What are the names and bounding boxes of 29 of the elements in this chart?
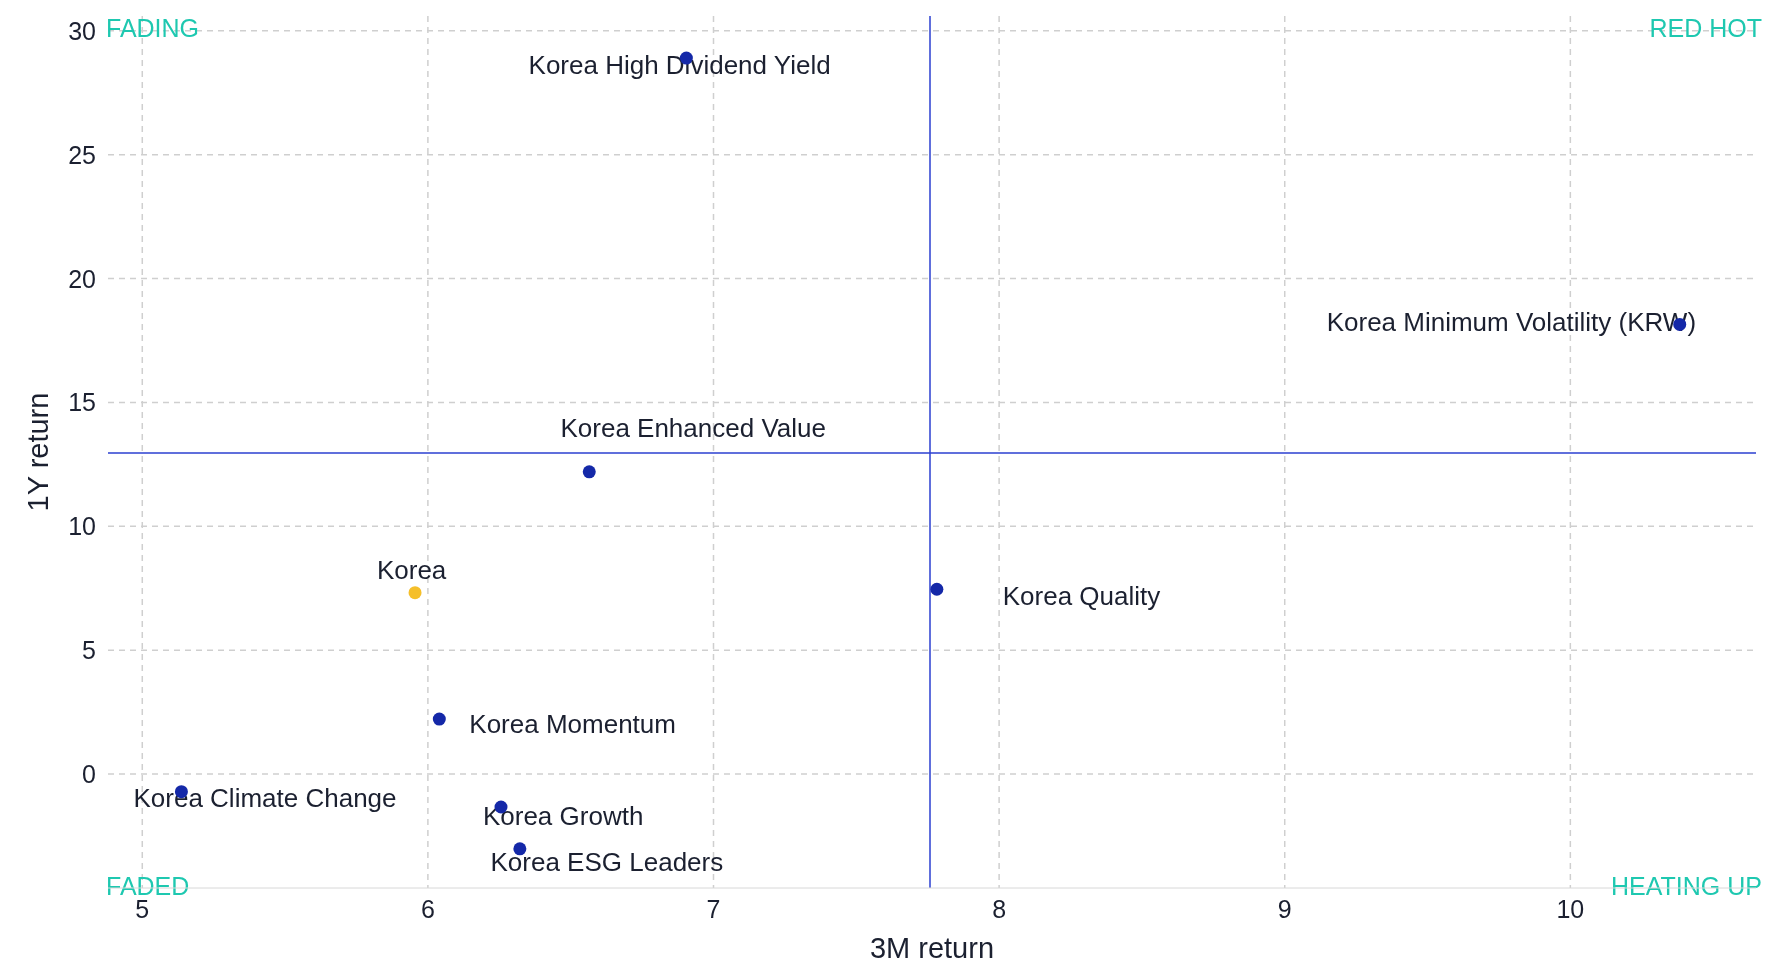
x-tick-label: 9 xyxy=(1277,895,1292,923)
series-label: Korea Enhanced Value xyxy=(560,412,826,443)
point xyxy=(582,465,596,479)
point xyxy=(432,712,446,726)
y-tick-label: 5 xyxy=(82,636,96,665)
y-tick-label: 15 xyxy=(68,388,96,417)
y-axis-title: 1Y return xyxy=(22,392,54,512)
series-label: Korea High Dividend Yield xyxy=(528,49,831,80)
point xyxy=(930,582,944,596)
x-axis-title: 3M return xyxy=(869,932,995,964)
y-tick-label: 0 xyxy=(82,760,96,789)
x-tick-label: 10 xyxy=(1556,895,1585,923)
series-label: Korea xyxy=(376,555,447,586)
x-tick-label: 7 xyxy=(706,895,721,923)
y-tick-label: 25 xyxy=(68,140,96,169)
y-tick-label: 30 xyxy=(68,16,96,45)
annotation: RED HOT xyxy=(1649,14,1762,42)
y-tick-label: 20 xyxy=(68,264,96,293)
series-label: Korea Growth xyxy=(482,801,644,832)
x-tick-label: 8 xyxy=(992,895,1007,923)
point xyxy=(408,586,422,600)
x-tick-label: 6 xyxy=(420,895,435,923)
series-label: Korea Momentum xyxy=(469,708,676,739)
annotation: FADING xyxy=(106,14,200,42)
series-label: Korea ESG Leaders xyxy=(490,847,724,878)
annotation: HEATING UP xyxy=(1611,872,1762,900)
series-label: Korea Climate Change xyxy=(133,783,397,814)
y-tick-label: 10 xyxy=(68,512,96,541)
text: Korea Quality xyxy=(1002,581,1161,612)
